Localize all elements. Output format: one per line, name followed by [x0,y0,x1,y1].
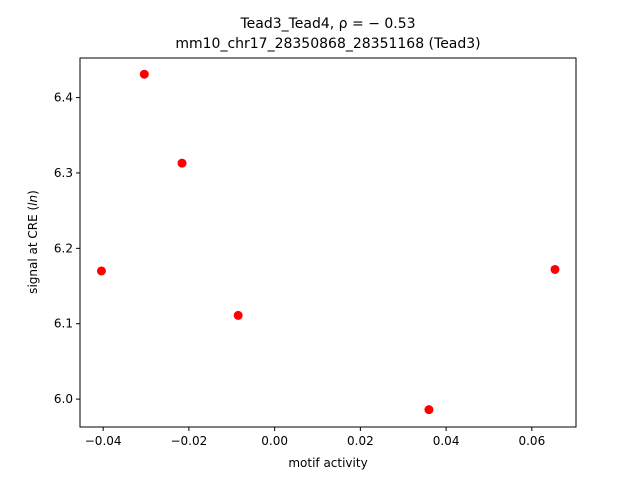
y-tick-label-5: 6.4 [54,91,73,105]
y-axis-ticks: 6.0 6.1 6.2 6.3 6.4 [54,91,80,406]
x-axis-label: motif activity [288,456,367,470]
y-axis-label-suffix: ) [26,190,40,195]
data-point-5 [424,405,434,415]
chart-title-line1: Tead3_Tead4, ρ = − 0.53 [239,16,415,32]
x-axis-ticks: −0.04 −0.02 0.00 0.02 0.04 0.06 [85,427,545,448]
plot-area-frame [79,57,577,428]
data-point-4 [233,310,243,320]
y-tick-label-3: 6.2 [54,241,73,255]
data-point-3 [177,158,187,168]
y-axis-label: signal at CRE (ln) [26,190,40,294]
data-point-1 [96,266,106,276]
data-points [96,69,560,415]
x-tick-label-6: 0.06 [518,434,545,448]
y-axis-label-italic: ln [26,195,40,206]
chart-title-line2: mm10_chr17_28350868_28351168 (Tead3) [175,36,480,52]
y-tick-label-4: 6.3 [54,166,73,180]
x-tick-label-5: 0.04 [433,434,460,448]
x-tick-label-2: −0.02 [170,434,207,448]
x-tick-label-1: −0.04 [85,434,122,448]
y-tick-label-2: 6.1 [54,317,73,331]
y-axis-label-prefix: signal at CRE ( [26,206,40,294]
data-point-6 [550,264,560,274]
y-tick-label-1: 6.0 [54,392,73,406]
x-tick-label-3: 0.00 [261,434,288,448]
x-tick-label-4: 0.02 [347,434,374,448]
data-point-2 [139,69,149,79]
